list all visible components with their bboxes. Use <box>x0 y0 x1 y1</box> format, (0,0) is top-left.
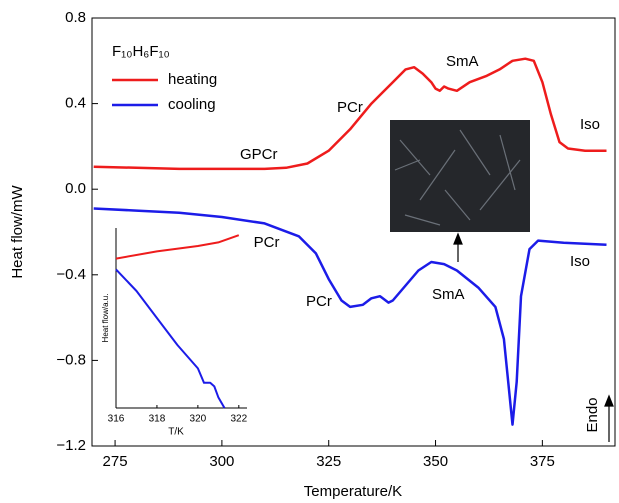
inset-x-axis-label: T/K <box>168 427 184 438</box>
y-axis-label: Heat flow/mW <box>9 184 26 278</box>
legend-label: heating <box>168 71 217 88</box>
annotation: PCr <box>337 99 363 116</box>
x-tick-label: 350 <box>423 453 448 470</box>
x-tick-label: 275 <box>103 453 128 470</box>
legend-title: F₁₀H₆F₁₀ <box>112 43 170 60</box>
annotation: Iso <box>580 116 600 133</box>
y-tick-label: −0.8 <box>56 351 86 368</box>
inset-background <box>114 226 254 411</box>
series-line <box>93 207 607 426</box>
micrograph <box>390 120 530 232</box>
y-tick-label: −0.4 <box>56 266 86 283</box>
legend-label: cooling <box>168 96 216 113</box>
x-tick-label: 375 <box>530 453 555 470</box>
annotation: SmA <box>432 286 465 303</box>
x-axis-label: Temperature/K <box>304 483 402 500</box>
y-tick-label: 0.0 <box>65 180 86 197</box>
series-line <box>93 57 607 171</box>
x-tick-label: 320 <box>190 414 207 425</box>
annotation: SmA <box>446 53 479 70</box>
micrograph-texture <box>394 129 521 226</box>
inset-y-axis-label: Heat flow/a.u. <box>101 294 110 343</box>
y-tick-label: 0.8 <box>65 9 86 26</box>
x-tick-label: 318 <box>149 414 166 425</box>
annotation: Iso <box>570 253 590 270</box>
x-tick-label: 316 <box>108 414 125 425</box>
plot-frame <box>91 17 616 447</box>
series-line <box>115 268 226 409</box>
annotation: GPCr <box>240 146 278 163</box>
y-tick-label: −1.2 <box>56 437 86 454</box>
annotation: PCr <box>306 293 332 310</box>
x-tick-label: 322 <box>230 414 247 425</box>
arrows <box>203 232 614 442</box>
y-tick-label: 0.4 <box>65 95 86 112</box>
annotation: Endo <box>584 397 601 432</box>
x-tick-label: 300 <box>209 453 234 470</box>
x-tick-label: 325 <box>316 453 341 470</box>
series-line <box>115 234 240 260</box>
